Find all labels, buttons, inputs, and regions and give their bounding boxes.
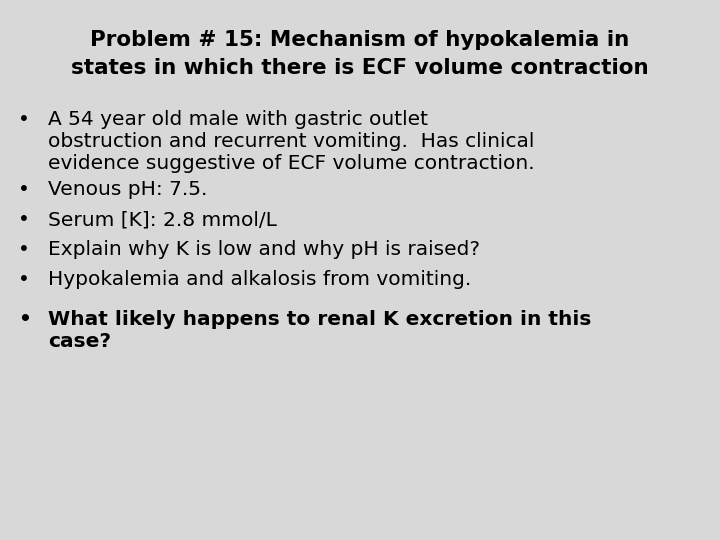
Text: •: • <box>18 240 30 259</box>
Text: A 54 year old male with gastric outlet: A 54 year old male with gastric outlet <box>48 110 428 129</box>
Text: What likely happens to renal K excretion in this: What likely happens to renal K excretion… <box>48 310 591 329</box>
Text: •: • <box>18 210 30 229</box>
Text: Serum [K]: 2.8 mmol/L: Serum [K]: 2.8 mmol/L <box>48 210 277 229</box>
Text: •: • <box>18 180 30 199</box>
Text: states in which there is ECF volume contraction: states in which there is ECF volume cont… <box>71 58 649 78</box>
Text: Hypokalemia and alkalosis from vomiting.: Hypokalemia and alkalosis from vomiting. <box>48 270 472 289</box>
Text: Explain why K is low and why pH is raised?: Explain why K is low and why pH is raise… <box>48 240 480 259</box>
Text: •: • <box>18 270 30 289</box>
Text: Venous pH: 7.5.: Venous pH: 7.5. <box>48 180 207 199</box>
Text: evidence suggestive of ECF volume contraction.: evidence suggestive of ECF volume contra… <box>48 154 535 173</box>
Text: •: • <box>18 110 30 129</box>
Text: Problem # 15: Mechanism of hypokalemia in: Problem # 15: Mechanism of hypokalemia i… <box>91 30 629 50</box>
Text: case?: case? <box>48 332 111 351</box>
Text: obstruction and recurrent vomiting.  Has clinical: obstruction and recurrent vomiting. Has … <box>48 132 534 151</box>
Text: •: • <box>18 310 31 329</box>
